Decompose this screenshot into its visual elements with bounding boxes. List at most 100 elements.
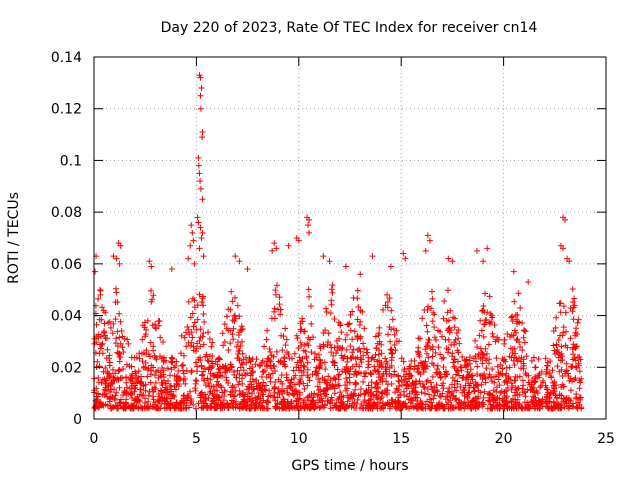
data-point	[512, 377, 519, 384]
data-point	[100, 368, 107, 375]
data-point	[140, 391, 147, 398]
data-point	[395, 404, 402, 411]
data-point	[254, 394, 261, 401]
data-point	[271, 240, 278, 247]
data-point	[459, 374, 466, 381]
data-point	[271, 389, 278, 396]
data-point	[294, 359, 301, 366]
data-point	[409, 379, 416, 386]
data-point	[511, 354, 518, 361]
data-point	[455, 327, 462, 334]
y-tick-label: 0	[73, 412, 82, 428]
data-point	[244, 370, 251, 377]
data-point	[424, 398, 431, 405]
data-point	[190, 343, 197, 350]
data-point	[410, 380, 417, 387]
data-point	[327, 405, 334, 412]
data-point	[566, 402, 573, 409]
data-point	[520, 382, 527, 389]
data-point	[235, 381, 242, 388]
data-point	[92, 268, 99, 275]
data-point	[187, 242, 194, 249]
data-point	[361, 345, 368, 352]
data-point	[466, 354, 473, 361]
data-point	[481, 321, 488, 328]
data-point	[546, 369, 553, 376]
data-point	[266, 387, 273, 394]
data-point	[516, 355, 523, 362]
data-point	[536, 405, 543, 412]
data-point	[236, 313, 243, 320]
data-point	[280, 387, 287, 394]
data-point	[389, 350, 396, 357]
data-point	[445, 255, 452, 262]
data-point	[193, 378, 200, 385]
data-point	[161, 400, 168, 407]
data-point	[271, 305, 278, 312]
data-point	[481, 290, 488, 297]
data-point	[357, 348, 364, 355]
data-point	[347, 311, 354, 318]
data-point	[249, 364, 256, 371]
data-point	[214, 356, 221, 363]
data-point	[231, 392, 238, 399]
data-point	[354, 396, 361, 403]
data-point	[446, 385, 453, 392]
data-point	[333, 404, 340, 411]
data-point	[221, 388, 228, 395]
data-point	[365, 382, 372, 389]
data-point	[576, 377, 583, 384]
data-point	[201, 319, 208, 326]
data-point	[511, 298, 518, 305]
data-point	[238, 360, 245, 367]
data-point	[143, 405, 150, 412]
data-point	[324, 397, 331, 404]
data-point	[197, 326, 204, 333]
data-point	[437, 351, 444, 358]
data-point	[453, 387, 460, 394]
data-point	[152, 321, 159, 328]
data-point	[354, 354, 361, 361]
data-point	[95, 393, 102, 400]
data-point	[416, 378, 423, 385]
data-point	[129, 394, 136, 401]
data-point	[509, 382, 516, 389]
data-point	[574, 319, 581, 326]
data-point	[339, 354, 346, 361]
data-point	[572, 329, 579, 336]
data-point	[304, 382, 311, 389]
data-point	[308, 320, 315, 327]
data-point	[563, 328, 570, 335]
data-point	[373, 388, 380, 395]
data-point	[101, 320, 108, 327]
data-point	[192, 348, 199, 355]
data-point	[490, 397, 497, 404]
data-point	[136, 391, 143, 398]
data-point	[123, 390, 130, 397]
data-point	[108, 386, 115, 393]
data-point	[494, 363, 501, 370]
data-point	[172, 386, 179, 393]
data-point	[242, 404, 249, 411]
data-point	[298, 372, 305, 379]
data-point	[430, 395, 437, 402]
data-point	[309, 371, 316, 378]
data-point	[208, 343, 215, 350]
y-tick-label: 0.04	[51, 309, 82, 325]
data-point	[559, 398, 566, 405]
data-point	[342, 263, 349, 270]
data-point	[378, 359, 385, 366]
data-point	[477, 317, 484, 324]
data-point	[571, 354, 578, 361]
data-point	[345, 394, 352, 401]
data-point	[419, 315, 426, 322]
data-point	[103, 375, 110, 382]
data-point	[430, 361, 437, 368]
data-point	[516, 373, 523, 380]
data-point	[218, 402, 225, 409]
data-point	[350, 371, 357, 378]
data-point	[120, 349, 127, 356]
data-point	[378, 350, 385, 357]
data-point	[183, 402, 190, 409]
data-point	[155, 374, 162, 381]
